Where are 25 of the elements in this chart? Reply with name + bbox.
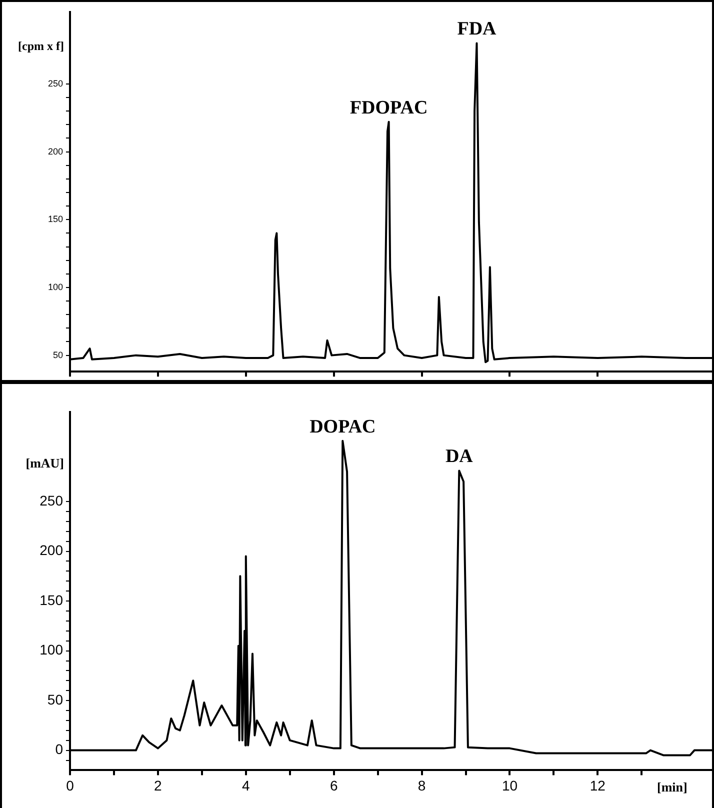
y-tick-label: 200 [48, 146, 63, 156]
x-tick-label: 0 [66, 777, 74, 794]
x-axis-title: [min] [657, 780, 688, 795]
x-tick-label: 4 [242, 777, 250, 794]
y-tick-label: 200 [40, 542, 64, 558]
annotation: DOPAC [310, 416, 376, 438]
annotation: FDOPAC [350, 97, 428, 118]
x-tick-label: 10 [502, 777, 518, 794]
y-tick-label: 150 [48, 214, 63, 224]
annotation: FDA [457, 18, 497, 40]
annotation: DA [445, 446, 474, 468]
x-tick-label: 2 [154, 777, 162, 794]
y-tick-label: 100 [48, 282, 63, 292]
y-tick-label: 250 [40, 492, 64, 508]
y-axis-title: [mAU] [26, 455, 64, 470]
y-tick-label: 250 [48, 78, 63, 88]
y-tick-label: 50 [47, 691, 64, 708]
y-tick-label: 50 [52, 350, 63, 360]
x-tick-label: 8 [418, 777, 426, 794]
x-tick-label: 6 [330, 777, 338, 794]
y-tick-label: 100 [40, 642, 64, 658]
y-tick-label: 0 [55, 741, 64, 758]
y-axis-title: [cpm x f] [18, 39, 64, 54]
x-tick-label: 12 [590, 777, 606, 794]
y-tick-label: 150 [40, 592, 64, 608]
